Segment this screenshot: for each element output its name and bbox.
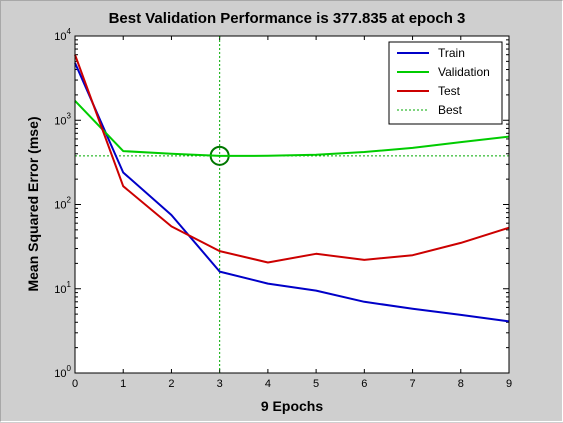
legend-box <box>388 41 503 125</box>
legend-label-train: Train <box>438 46 465 60</box>
chart-title: Best Validation Performance is 377.835 a… <box>109 10 466 27</box>
x-tick-label: 9 <box>506 378 512 390</box>
legend-label-best: Best <box>438 103 463 117</box>
legend: Train Validation Test Best <box>388 41 503 125</box>
legend-label-validation: Validation <box>438 65 490 79</box>
x-tick-label: 2 <box>168 378 174 390</box>
y-tick-label: 101 <box>54 280 71 296</box>
series-line-train <box>74 62 510 323</box>
series-line-test <box>74 54 510 264</box>
x-axis-title: 9 Epochs <box>261 398 323 414</box>
axis-tick-labels: 0 1 2 3 4 5 6 7 8 9 100 101 102 103 104 <box>54 27 512 390</box>
x-tick-label: 6 <box>361 378 367 390</box>
y-tick-label: 103 <box>54 111 71 127</box>
y-axis-title: Mean Squared Error (mse) <box>25 116 41 291</box>
x-tick-label: 8 <box>458 378 464 390</box>
x-tick-label: 1 <box>120 378 126 390</box>
legend-label-test: Test <box>438 84 461 98</box>
x-tick-label: 0 <box>72 378 78 390</box>
series-line-validation <box>74 100 510 157</box>
y-tick-label: 100 <box>54 364 71 380</box>
x-tick-label: 7 <box>409 378 415 390</box>
x-tick-label: 5 <box>313 378 319 390</box>
data-series <box>74 54 510 323</box>
x-tick-label: 3 <box>217 378 223 390</box>
x-tick-label: 4 <box>265 378 271 390</box>
plot-frame <box>74 35 510 374</box>
y-tick-label: 102 <box>54 196 71 212</box>
y-tick-label: 104 <box>54 27 71 43</box>
